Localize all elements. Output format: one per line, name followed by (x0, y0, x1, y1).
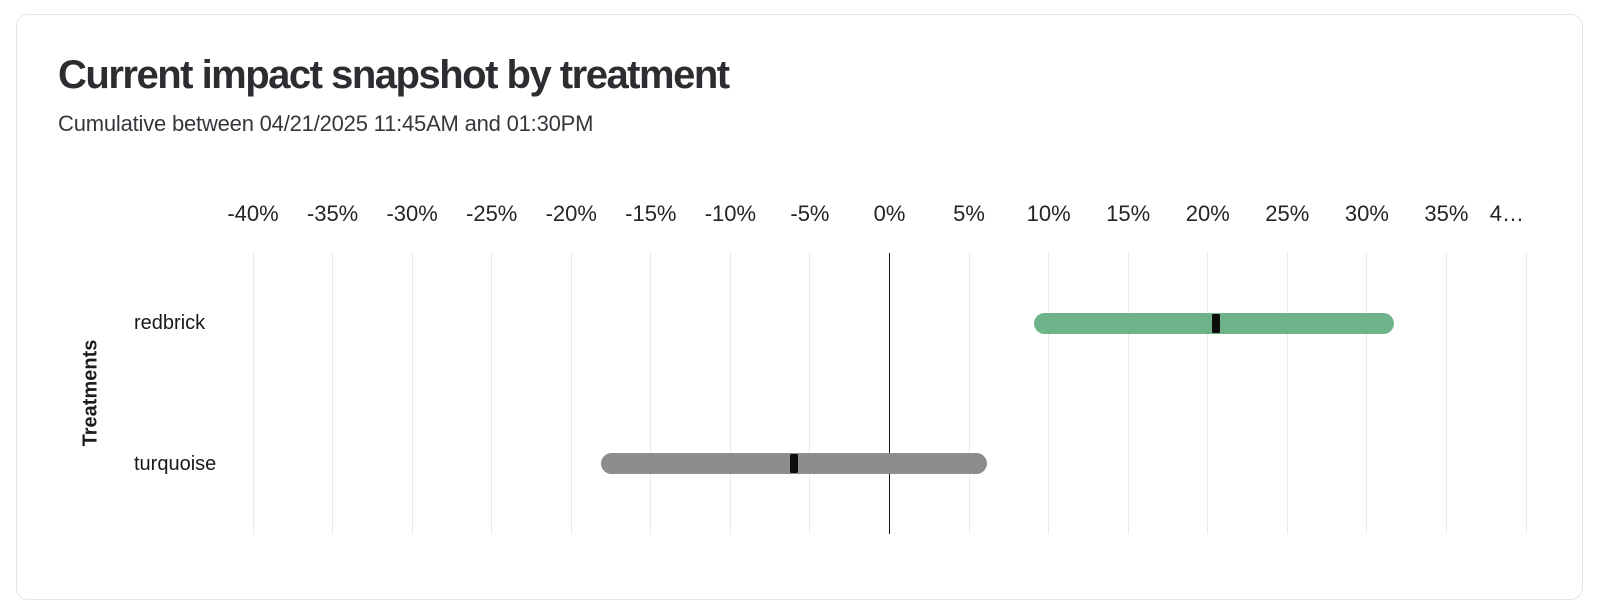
gridline (1525, 253, 1527, 534)
zero-line (889, 253, 890, 534)
gridline (650, 253, 652, 534)
gridline (332, 253, 334, 534)
x-tick-label: -40% (227, 201, 279, 226)
category-label-turquoise: turquoise (134, 452, 217, 475)
gridline (491, 253, 493, 534)
x-tick-label: -25% (466, 201, 518, 226)
chart-title: Current impact snapshot by treatment (58, 53, 730, 97)
x-tick-label: -20% (545, 201, 597, 226)
x-tick-label: 4… (1489, 201, 1524, 226)
x-tick-label: 10% (1026, 201, 1071, 226)
x-tick-label: 20% (1185, 201, 1230, 226)
y-axis-title: Treatments (79, 339, 102, 447)
gridline (1445, 253, 1447, 534)
x-tick-label: -10% (704, 201, 757, 226)
plot-area (252, 253, 1527, 534)
x-tick-label: 25% (1265, 201, 1310, 226)
gridline (968, 253, 970, 534)
gridline (570, 253, 572, 534)
gridline (809, 253, 811, 534)
impact-snapshot-card: Current impact snapshot by treatment Cum… (16, 14, 1583, 600)
x-tick-label: -5% (790, 201, 830, 226)
x-axis-tick-labels: -40% -35% -30% -25% -20% -15% -10% -5% 0% 5% 10% 15… (17, 201, 1582, 227)
x-tick-label: 5% (953, 201, 985, 226)
x-tick-label: -15% (625, 201, 677, 226)
gridline (1207, 253, 1209, 534)
x-tick-label: 15% (1106, 201, 1151, 226)
gridline (1127, 253, 1129, 534)
gridline (252, 253, 254, 534)
gridline (729, 253, 731, 534)
x-tick-label: -30% (386, 201, 438, 226)
gridline (411, 253, 413, 534)
x-tick-label: 35% (1424, 201, 1469, 226)
x-tick-label: 30% (1344, 201, 1389, 226)
chart-subtitle: Cumulative between 04/21/2025 11:45AM an… (58, 111, 594, 136)
x-tick-label: 0% (873, 201, 906, 226)
gridline (1286, 253, 1288, 534)
estimate-marker-turquoise (790, 454, 799, 474)
x-tick-label: -35% (306, 201, 359, 226)
category-label-redbrick: redbrick (134, 312, 206, 335)
gridline (1366, 253, 1368, 534)
gridline (1048, 253, 1050, 534)
estimate-marker-redbrick (1211, 313, 1220, 333)
